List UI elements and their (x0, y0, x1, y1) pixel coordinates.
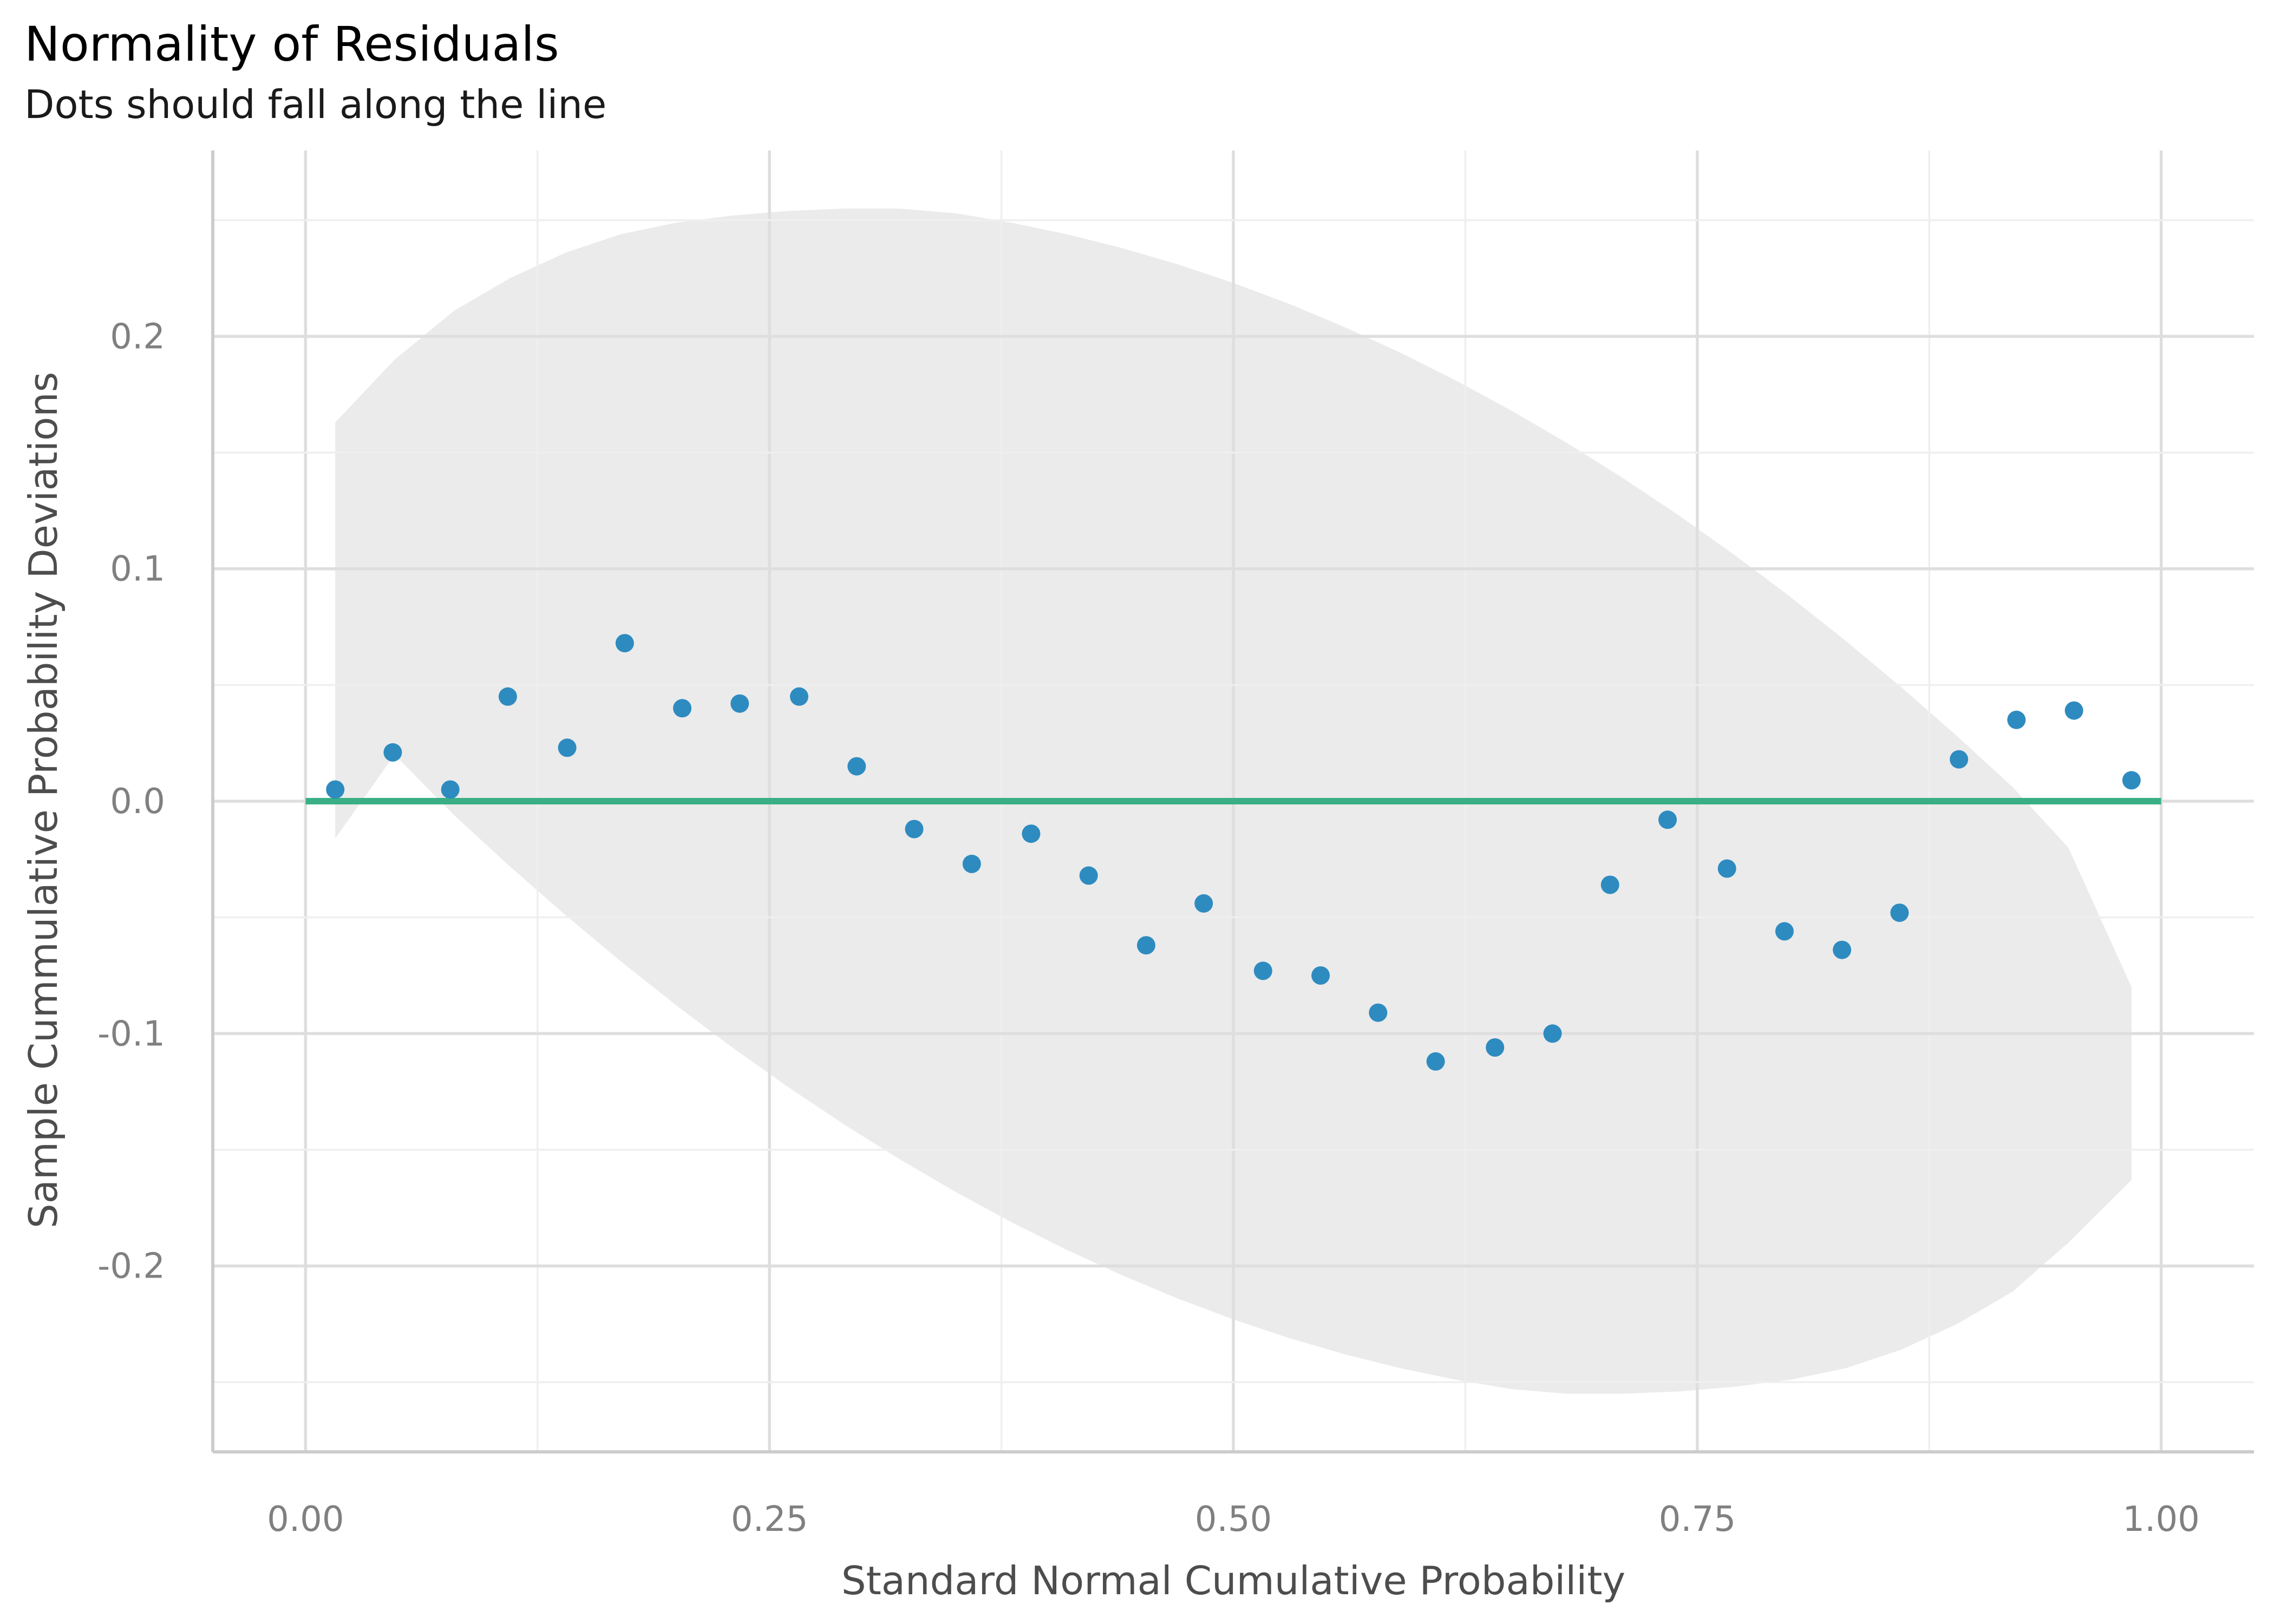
data-point (962, 854, 981, 873)
data-point (558, 738, 577, 757)
x-tick-label: 0.50 (1195, 1499, 1272, 1540)
x-axis-title: Standard Normal Cumulative Probability (841, 1558, 1625, 1603)
data-point (2007, 710, 2026, 729)
y-tick-label: -0.2 (97, 1247, 165, 1287)
data-point (1194, 894, 1213, 913)
data-point (1311, 966, 1330, 985)
data-point (1136, 936, 1155, 955)
y-tick-label: 0.0 (110, 782, 165, 822)
data-point (673, 699, 692, 718)
data-point (1950, 750, 1969, 769)
x-tick-labels: 0.00 0.25 0.50 0.75 1.00 (267, 1499, 2200, 1540)
axes-layer (211, 150, 2254, 1453)
x-tick-label: 0.75 (1659, 1499, 1736, 1540)
data-point (1658, 810, 1677, 829)
data-point (1890, 903, 1909, 922)
data-point (1833, 940, 1852, 959)
points-layer (326, 634, 2141, 1071)
data-point (1600, 875, 1619, 894)
data-point (790, 687, 808, 706)
data-point (1079, 866, 1098, 885)
data-point (730, 694, 749, 713)
x-tick-label: 0.25 (731, 1499, 808, 1540)
data-point (1426, 1052, 1445, 1071)
data-point (498, 687, 517, 706)
data-point (441, 780, 460, 799)
data-point (1253, 961, 1272, 980)
data-point (1486, 1038, 1505, 1057)
data-point (905, 820, 924, 839)
data-point (1543, 1024, 1562, 1043)
data-point (2122, 771, 2141, 790)
x-tick-label: 0.00 (267, 1499, 344, 1540)
y-tick-label: -0.1 (97, 1014, 165, 1054)
data-point (326, 780, 345, 799)
data-point (1717, 859, 1736, 878)
y-tick-label: 0.1 (110, 549, 165, 590)
data-point (1022, 824, 1041, 843)
data-point (615, 634, 634, 653)
y-tick-labels: -0.2 -0.1 0.0 0.1 0.2 (97, 317, 165, 1286)
plot-panel (213, 150, 2254, 1452)
data-point (1775, 922, 1794, 941)
y-tick-label: 0.2 (110, 317, 165, 357)
data-point (1369, 1003, 1388, 1022)
data-point (383, 743, 402, 762)
x-tick-label: 1.00 (2122, 1499, 2200, 1540)
data-point (2064, 701, 2083, 720)
y-axis-title: Sample Cummulative Probability Deviation… (21, 372, 66, 1228)
chart-subtitle: Dots should fall along the line (24, 82, 606, 127)
data-point (847, 757, 866, 776)
chart-title: Normality of Residuals (24, 16, 559, 72)
